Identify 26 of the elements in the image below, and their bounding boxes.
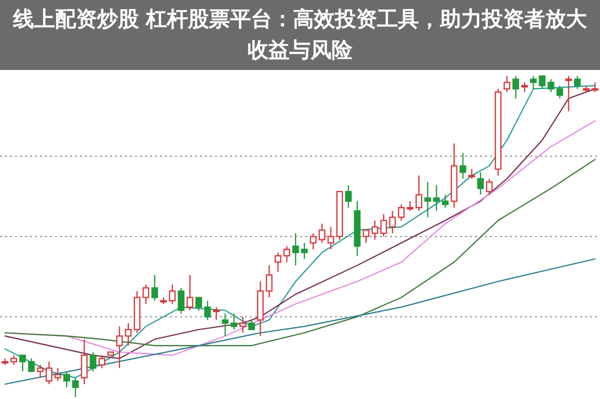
candlestick: [124, 322, 132, 346]
candlestick: [266, 264, 273, 298]
chart-title: 线上配资炒股 杠杆股票平台：高效投资工具，助力投资者放大收益与风险: [12, 6, 588, 64]
candlestick: [433, 184, 440, 212]
candlestick: [424, 181, 432, 218]
candlestick: [54, 368, 62, 382]
candlestick: [556, 85, 564, 100]
candlestick: [486, 178, 493, 196]
candlestick: [442, 194, 449, 208]
candlestick: [512, 75, 520, 100]
candlestick: [354, 200, 361, 256]
candlestick: [310, 232, 317, 250]
candlestick: [283, 246, 290, 263]
candlestick: [116, 326, 123, 369]
candlestick: [292, 232, 299, 266]
candlestick: [151, 274, 158, 302]
candlestick: [213, 306, 220, 321]
candlestick: [239, 316, 246, 334]
candlestick: [168, 284, 176, 305]
candlestick: [398, 204, 405, 222]
candlestick: [380, 213, 387, 238]
candlestick: [80, 338, 88, 385]
candlestick: [36, 364, 44, 378]
candlestick: [257, 280, 264, 337]
candlestick: [327, 226, 334, 250]
candlestick: [10, 354, 18, 366]
